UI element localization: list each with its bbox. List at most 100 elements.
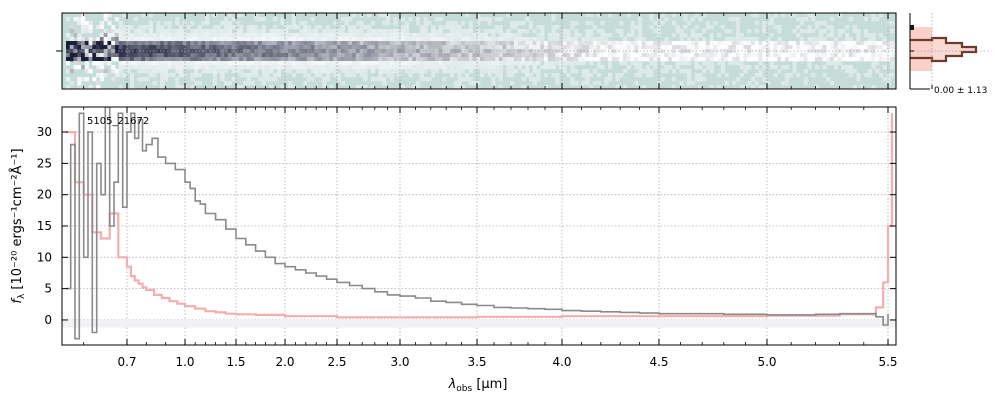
spectrum-2d-pixel [875, 17, 880, 22]
spectrum-2d-pixel [167, 57, 172, 62]
spectrum-2d-pixel [690, 45, 695, 50]
spectrum-2d-pixel [336, 33, 342, 38]
spectrum-2d-pixel [88, 45, 93, 50]
spectrum-2d-pixel [122, 57, 127, 62]
spectrum-2d-pixel [461, 21, 466, 26]
spectrum-2d-pixel [687, 21, 692, 26]
spectrum-2d-pixel [348, 17, 353, 22]
spectrum-2d-pixel [468, 41, 473, 46]
spectrum-2d-pixel [412, 61, 417, 66]
spectrum-2d-pixel [273, 77, 278, 82]
spectrum-2d-pixel [370, 45, 376, 50]
spectrum-2d-pixel [720, 65, 726, 70]
spectrum-2d-pixel [811, 49, 816, 54]
spectrum-2d-pixel [830, 53, 835, 58]
spectrum-2d-pixel [431, 33, 436, 38]
spectrum-2d-pixel [709, 85, 714, 90]
spectrum-2d-pixel [434, 53, 439, 58]
spectrum-2d-pixel [886, 57, 891, 62]
spectrum-2d-pixel [374, 33, 379, 38]
spectrum-2d-pixel [532, 45, 537, 50]
spectrum-2d-pixel [600, 21, 605, 26]
spectrum-2d-pixel [137, 57, 142, 62]
spectrum-2d-pixel [141, 37, 146, 42]
spectrum-2d-pixel [852, 29, 857, 34]
spectrum-2d-pixel [848, 57, 853, 62]
spectrum-2d-pixel [254, 45, 259, 50]
spectrum-2d-pixel [107, 13, 112, 18]
spectrum-2d-pixel [96, 61, 101, 66]
spectrum-2d-pixel [668, 41, 673, 46]
spectrum-2d-pixel [103, 61, 108, 66]
spectrum-2d-pixel [212, 77, 217, 82]
spectrum-2d-pixel [412, 33, 417, 38]
spectrum-2d-pixel [344, 73, 349, 78]
spectrum-2d-pixel [638, 21, 643, 26]
spectrum-2d-pixel [156, 69, 161, 74]
profile-line [910, 36, 978, 63]
spectrum-2d-pixel [502, 41, 507, 46]
spectrum-2d-pixel [528, 45, 534, 50]
spectrum-2d-pixel [163, 53, 169, 58]
spectrum-2d-pixel [792, 61, 797, 66]
spectrum-2d-pixel [607, 61, 613, 66]
spectrum-2d-pixel [205, 61, 210, 66]
spectrum-2d-pixel [480, 45, 485, 50]
spectrum-2d-pixel [224, 57, 229, 62]
spectrum-2d-pixel [449, 33, 455, 38]
spectrum-2d-pixel [385, 69, 391, 74]
spectrum-2d-pixel [822, 29, 827, 34]
spectrum-2d-pixel [510, 61, 515, 66]
spectrum-2d-pixel [732, 53, 737, 58]
spectrum-2d-pixel [506, 65, 511, 70]
spectrum-2d-pixel [363, 85, 368, 90]
spectrum-2d-pixel [299, 53, 304, 58]
spectrum-2d-pixel [404, 65, 409, 70]
spectrum-2d-pixel [129, 33, 135, 38]
spectrum-2d-pixel [385, 61, 391, 66]
spectrum-2d-pixel [88, 57, 93, 62]
spectrum-2d-pixel [453, 45, 458, 50]
spectrum-2d-pixel [212, 73, 217, 78]
spectrum-2d-pixel [822, 45, 827, 50]
spectrum-2d-pixel [212, 69, 217, 74]
spectrum-2d-pixel [84, 37, 89, 42]
spectrum-2d-pixel [367, 33, 372, 38]
spectrum-2d-pixel [408, 33, 413, 38]
spectrum-2d-pixel [190, 53, 195, 58]
spectrum-2d-pixel [468, 29, 473, 34]
spectrum-2d-pixel [389, 37, 394, 42]
spectrum-2d-pixel [653, 21, 658, 26]
spectrum-2d-pixel [453, 33, 458, 38]
spectrum-2d-pixel [871, 13, 876, 18]
spectrum-2d-pixel [242, 57, 248, 62]
spectrum-2d-pixel [404, 41, 409, 46]
spectrum-2d-pixel [382, 69, 387, 74]
spectrum-2d-pixel [649, 13, 654, 18]
spectrum-2d-pixel [193, 53, 199, 58]
spectrum-2d-pixel [156, 61, 161, 66]
spectrum-2d-pixel [404, 37, 409, 42]
spectrum-2d-pixel [562, 37, 567, 42]
profile-panel: 0.00 ± 1.13 [909, 13, 990, 96]
spectrum-2d-pixel [607, 73, 613, 78]
spectrum-2d-pixel [201, 45, 206, 50]
spectrum-2d-pixel [592, 45, 598, 50]
spectrum-2d-pixel [216, 29, 221, 34]
spectrum-2d-pixel [705, 49, 710, 54]
spectrum-2d-pixel [461, 41, 466, 46]
spectrum-2d-pixel [171, 53, 176, 58]
spectrum-2d-pixel [476, 21, 481, 26]
spectrum-2d-pixel [242, 61, 248, 66]
spectrum-2d-pixel [393, 17, 398, 22]
spectrum-id-annotation: 5105_21672 [87, 116, 149, 127]
spectrum-2d-pixel [288, 81, 293, 86]
profile-plot [909, 13, 990, 89]
spectrum-2d-pixel [370, 85, 376, 90]
spectrum-2d-pixel [803, 49, 808, 54]
spectrum-2d-pixel [280, 17, 285, 22]
spectrum-2d-pixel [856, 49, 861, 54]
spectrum-2d-pixel [476, 17, 481, 22]
spectrum-2d-pixel [66, 33, 71, 38]
spectrum-2d-pixel [400, 17, 406, 22]
